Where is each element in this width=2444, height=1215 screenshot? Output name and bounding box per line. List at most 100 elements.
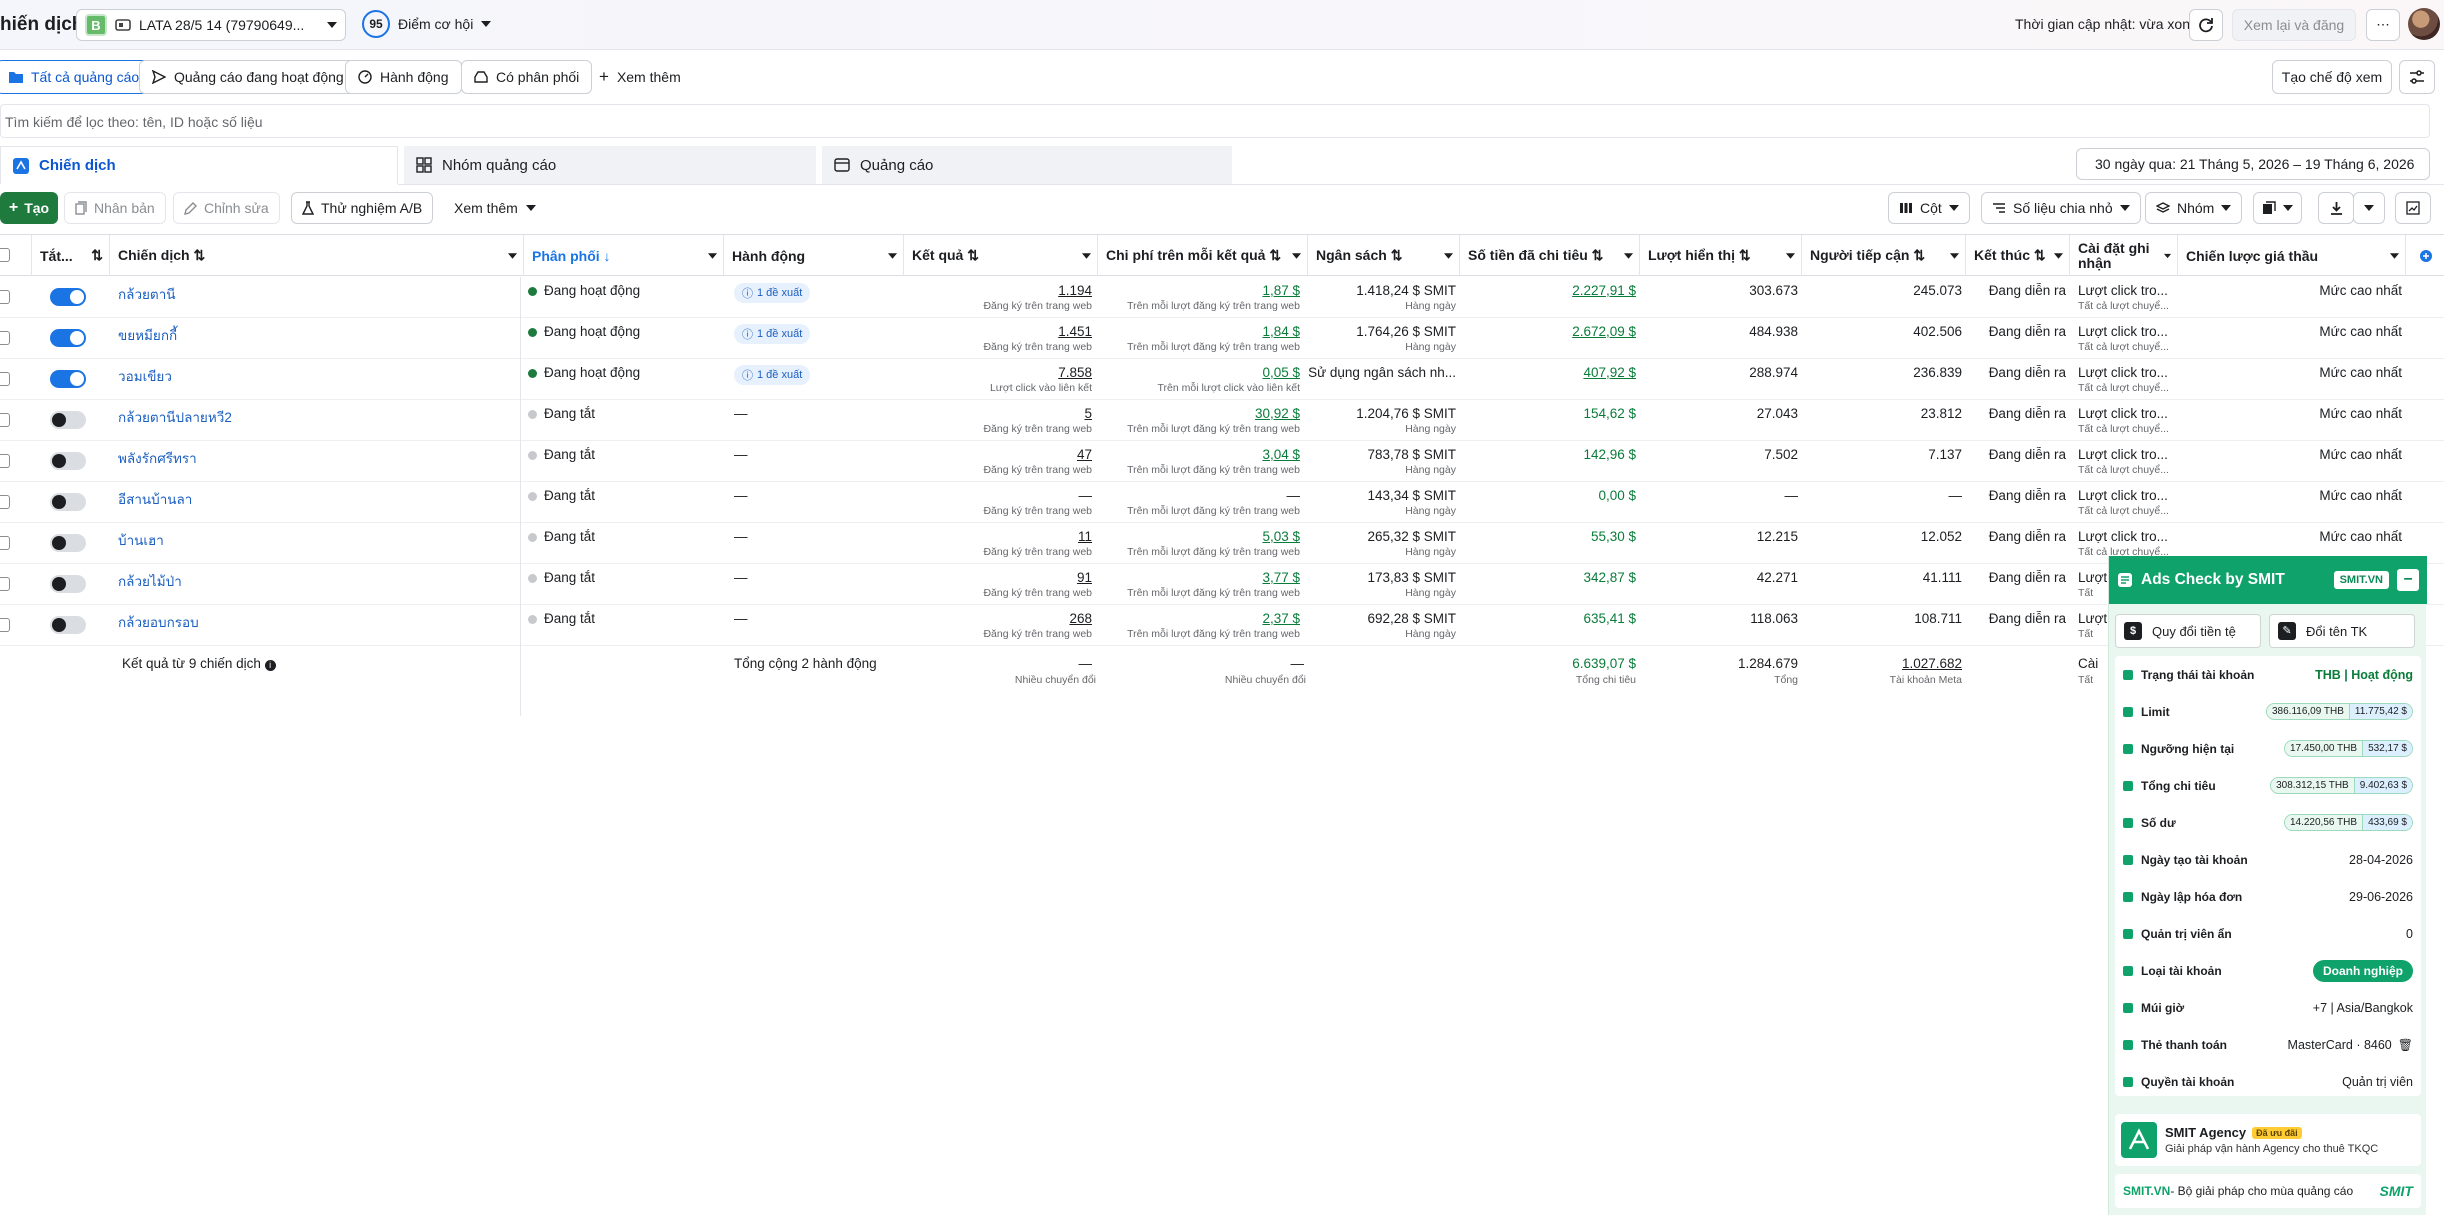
campaign-name[interactable]: ขยหมียกกี้ — [118, 328, 178, 343]
budget-value[interactable]: 1.418,24 $ SMIT — [1356, 283, 1456, 298]
table-row[interactable]: กล้วยอบกรอบ Đang tắt — 268 Đăng ký trên … — [0, 605, 2444, 646]
more-options-button[interactable]: ⋯ — [2366, 9, 2400, 41]
result-value[interactable]: 1.194 — [1058, 283, 1092, 298]
breakdown-dropdown[interactable]: Số liệu chia nhỏ — [1981, 192, 2141, 224]
cost-per-result[interactable]: 3,04 $ — [1262, 447, 1300, 462]
campaign-name[interactable]: อีสานบ้านลา — [118, 492, 193, 507]
campaign-name[interactable]: วอมเขียว — [118, 369, 172, 384]
budget-value[interactable]: Sử dụng ngân sách nh... — [1308, 365, 1456, 380]
amount-spent[interactable]: 0,00 $ — [1598, 488, 1636, 503]
row-checkbox[interactable] — [0, 372, 10, 386]
charts-button[interactable] — [2395, 192, 2431, 224]
budget-value[interactable]: 143,34 $ SMIT — [1367, 488, 1456, 503]
edit-button[interactable]: Chỉnh sửa — [173, 192, 280, 224]
amount-spent[interactable]: 2.672,09 $ — [1572, 324, 1636, 339]
header-budget[interactable]: Ngân sách ⇅ — [1308, 235, 1460, 276]
result-value[interactable]: 47 — [1076, 447, 1092, 462]
row-checkbox[interactable] — [0, 577, 10, 591]
campaign-toggle[interactable] — [50, 534, 86, 552]
refresh-button[interactable] — [2189, 9, 2223, 41]
budget-value[interactable]: 783,78 $ SMIT — [1367, 447, 1456, 462]
result-value[interactable]: 7.858 — [1058, 365, 1092, 380]
tab-ad-sets[interactable]: Nhóm quảng cáo — [404, 146, 816, 184]
table-row[interactable]: ขยหมียกกี้ Đang hoạt động ⓘ 1 đề xuất 1.4… — [0, 318, 2444, 359]
cost-per-result[interactable]: 1,84 $ — [1262, 324, 1300, 339]
result-value[interactable]: 91 — [1076, 570, 1092, 585]
amount-spent[interactable]: 2.227,91 $ — [1572, 283, 1636, 298]
row-checkbox[interactable] — [0, 413, 10, 427]
rename-account-button[interactable]: ✎ Đổi tên TK — [2269, 614, 2415, 648]
toolbar-more-dropdown[interactable]: Xem thêm — [454, 192, 536, 224]
row-checkbox[interactable] — [0, 454, 10, 468]
search-input[interactable]: Tìm kiếm để lọc theo: tên, ID hoặc số li… — [0, 104, 2430, 138]
header-cost-per-result[interactable]: Chi phí trên mỗi kết quả ⇅ — [1098, 235, 1308, 276]
actions-cell[interactable]: ⓘ 1 đề xuất — [734, 283, 894, 303]
tab-ads[interactable]: Quảng cáo — [822, 146, 1232, 184]
header-results[interactable]: Kết quả ⇅ — [904, 235, 1098, 276]
amount-spent[interactable]: 142,96 $ — [1583, 447, 1636, 462]
header-select-all[interactable] — [0, 235, 32, 276]
budget-value[interactable]: 1.764,26 $ SMIT — [1356, 324, 1456, 339]
actions-cell[interactable]: ⓘ 1 đề xuất — [734, 324, 894, 344]
header-campaign[interactable]: Chiến dịch ⇅ — [110, 235, 524, 276]
header-toggle[interactable]: Tắt... ⇅ — [32, 235, 110, 276]
cost-per-result[interactable]: 30,92 $ — [1254, 406, 1300, 421]
actions-cell[interactable]: ⓘ 1 đề xuất — [734, 365, 894, 385]
table-row[interactable]: กล้วยไม้ป่า Đang tắt — 91 Đăng ký trên t… — [0, 564, 2444, 605]
smit-site-link[interactable]: SMIT.VN — [2333, 571, 2389, 589]
recommendation-badge[interactable]: ⓘ 1 đề xuất — [734, 324, 811, 344]
campaign-name[interactable]: กล้วยตานีปลายหวี2 — [118, 410, 232, 425]
table-row[interactable]: วอมเขียว Đang hoạt động ⓘ 1 đề xuất 7.858… — [0, 359, 2444, 400]
result-value[interactable]: — — [1078, 488, 1093, 503]
campaign-toggle[interactable] — [50, 411, 86, 429]
row-checkbox[interactable] — [0, 290, 10, 304]
amount-spent[interactable]: 635,41 $ — [1583, 611, 1636, 626]
cost-per-result[interactable]: 0,05 $ — [1262, 365, 1300, 380]
cost-per-result[interactable]: 5,03 $ — [1262, 529, 1300, 544]
header-amount-spent[interactable]: Số tiền đã chi tiêu ⇅ — [1460, 235, 1640, 276]
campaign-toggle[interactable] — [50, 370, 86, 388]
export-button[interactable] — [2318, 192, 2354, 224]
budget-value[interactable]: 265,32 $ SMIT — [1367, 529, 1456, 544]
result-value[interactable]: 11 — [1077, 529, 1092, 544]
header-impressions[interactable]: Lượt hiển thị ⇅ — [1640, 235, 1802, 276]
recommendation-badge[interactable]: ⓘ 1 đề xuất — [734, 365, 811, 385]
result-value[interactable]: 268 — [1069, 611, 1092, 626]
cost-per-result[interactable]: 2,37 $ — [1262, 611, 1300, 626]
campaign-toggle[interactable] — [50, 452, 86, 470]
result-value[interactable]: 1.451 — [1058, 324, 1092, 339]
minimize-button[interactable]: − — [2397, 569, 2419, 591]
header-attribution[interactable]: Cài đặt ghi nhận — [2070, 235, 2178, 276]
cost-per-result[interactable]: — — [1286, 488, 1301, 503]
export-options-button[interactable] — [2353, 192, 2385, 224]
amount-spent[interactable]: 342,87 $ — [1583, 570, 1636, 585]
row-checkbox[interactable] — [0, 331, 10, 345]
date-range-picker[interactable]: 30 ngày qua: 21 Tháng 5, 2026 – 19 Tháng… — [2076, 148, 2430, 180]
amount-spent[interactable]: 55,30 $ — [1590, 529, 1636, 544]
table-row[interactable]: กล้วยตานีปลายหวี2 Đang tắt — 5 Đăng ký t… — [0, 400, 2444, 441]
duplicate-button[interactable]: Nhân bản — [64, 192, 166, 224]
review-publish-button[interactable]: Xem lại và đăng — [2232, 9, 2356, 41]
create-view-button[interactable]: Tạo chế độ xem — [2272, 60, 2392, 94]
reports-dropdown[interactable] — [2253, 192, 2302, 224]
cost-per-result[interactable]: 3,77 $ — [1262, 570, 1300, 585]
opportunity-score[interactable]: 95 Điểm cơ hội — [362, 10, 492, 38]
header-reach[interactable]: Người tiếp cận ⇅ — [1802, 235, 1966, 276]
header-bid-strategy[interactable]: Chiến lược giá thầu — [2178, 235, 2406, 276]
row-checkbox[interactable] — [0, 536, 10, 550]
result-value[interactable]: 5 — [1084, 406, 1092, 421]
tab-all-ads[interactable]: Tất cả quảng cáo — [0, 60, 153, 94]
header-ends[interactable]: Kết thúc ⇅ — [1966, 235, 2070, 276]
tab-actions[interactable]: Hành động — [345, 60, 462, 94]
tab-has-delivery[interactable]: Có phân phối — [461, 60, 593, 94]
columns-dropdown[interactable]: Cột — [1888, 192, 1970, 224]
add-column-button[interactable] — [2406, 235, 2444, 276]
tab-see-more[interactable]: + Xem thêm — [587, 60, 693, 94]
tab-active-ads[interactable]: Quảng cáo đang hoạt động — [139, 60, 357, 94]
row-checkbox[interactable] — [0, 618, 10, 632]
campaign-toggle[interactable] — [50, 575, 86, 593]
smit-agency-banner[interactable]: SMIT Agency Đã ưu đãi Giải pháp vận hành … — [2115, 1114, 2421, 1166]
budget-value[interactable]: 692,28 $ SMIT — [1367, 611, 1456, 626]
smit-footer-link[interactable]: SMIT.VN — [2123, 1184, 2171, 1198]
tab-campaigns[interactable]: Chiến dịch — [0, 146, 398, 184]
